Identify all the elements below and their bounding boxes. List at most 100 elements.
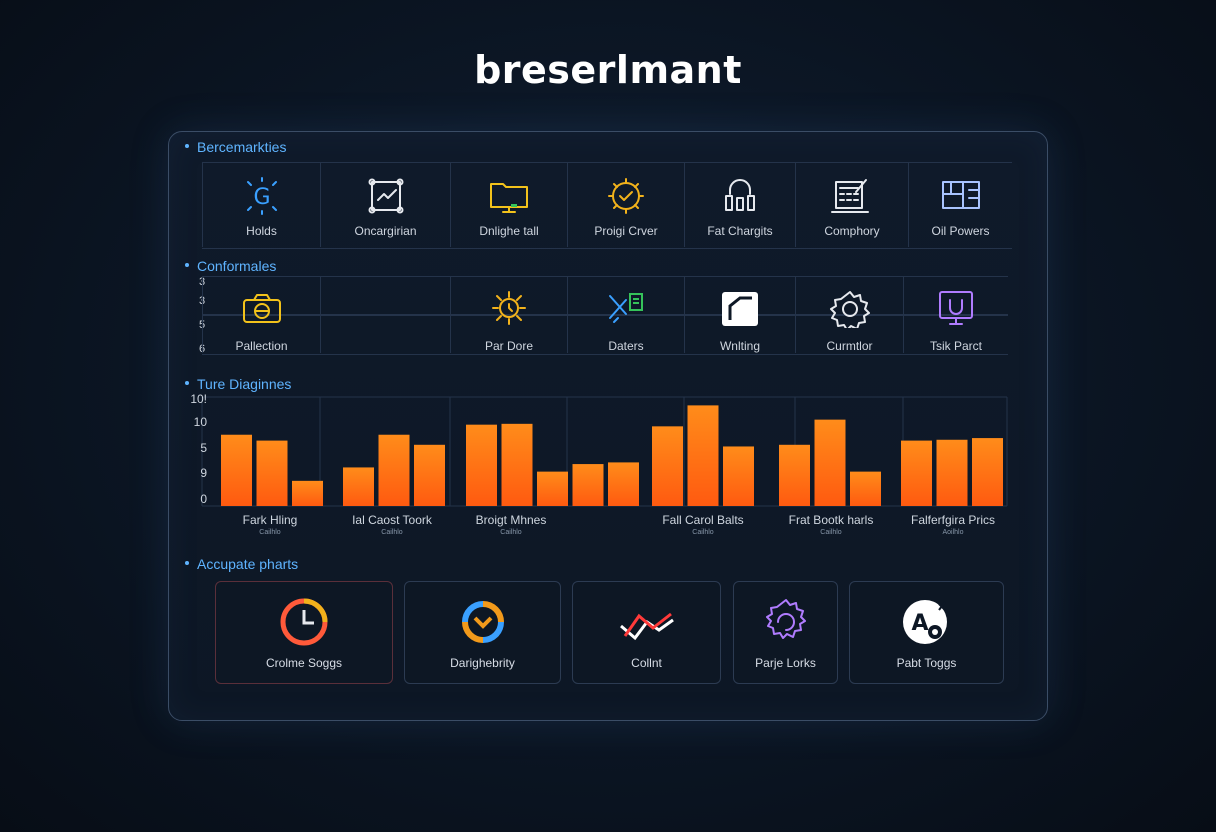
gear-check-icon xyxy=(608,178,644,214)
bar xyxy=(814,419,846,506)
x-category-sublabel: Cailhlo xyxy=(500,529,522,536)
benchmarks-icons: G Holds Oncargirian Dnlighe tall Proigi Crve… xyxy=(0,162,1216,247)
bar xyxy=(378,434,410,506)
bar xyxy=(652,426,683,506)
conformales-icons: Pallection Par Dore Daters Wnlting Curmtlor T… xyxy=(0,276,1216,353)
cell-label: Pallection xyxy=(235,339,288,353)
grid-cell[interactable]: Par Dore xyxy=(450,276,567,353)
translate-icon: A xyxy=(902,600,947,644)
gear-outline-icon xyxy=(829,291,870,328)
bar xyxy=(221,434,252,506)
x-category-label: Fark Hling xyxy=(243,513,298,527)
grid-cell[interactable]: Oncargirian xyxy=(320,162,450,247)
card-label: Darighebrity xyxy=(450,656,515,670)
section-heading-benchmarks: Bercemarkties xyxy=(185,139,286,155)
x-category-sublabel: Aoilhlo xyxy=(942,529,963,536)
bar xyxy=(537,471,568,506)
card-label: Crolme Soggs xyxy=(265,656,343,670)
grid-cell[interactable]: Pallection xyxy=(202,276,320,353)
app-title: breserlmant xyxy=(474,48,742,92)
cell-label: Curmtlor xyxy=(826,339,873,353)
bar xyxy=(256,440,288,506)
gear-spark-icon xyxy=(492,291,526,325)
bar xyxy=(343,467,374,506)
section-heading-diagnostics: Ture Diaginnes xyxy=(185,376,291,392)
x-category-sublabel: Cailhlo xyxy=(259,529,281,536)
bar xyxy=(779,444,810,506)
bar xyxy=(292,480,323,506)
monitor-u-icon xyxy=(939,291,973,325)
sync-arrows-icon xyxy=(461,601,504,643)
cell-label: Fat Chargits xyxy=(707,224,773,238)
cell-label: Oil Powers xyxy=(931,224,990,238)
x-category-sublabel: Cailhlo xyxy=(692,529,714,536)
conformales-row xyxy=(202,276,1008,355)
bar xyxy=(466,424,497,506)
grid-cell[interactable]: Fat Chargits xyxy=(684,162,795,247)
section-heading-conformales: Conformales xyxy=(185,258,276,274)
chart-card[interactable]: Collnt xyxy=(572,581,721,684)
x-category-sublabel: Cailhlo xyxy=(381,529,403,536)
grid-cell[interactable]: Curmtlor xyxy=(795,276,903,353)
cell-label: Daters xyxy=(608,339,644,353)
camera-icon xyxy=(242,294,281,323)
cell-label: Tsik Parct xyxy=(929,339,982,353)
grid-cell[interactable]: Comphory xyxy=(795,162,908,247)
grid-cell[interactable]: Wnlting xyxy=(684,276,795,353)
bar xyxy=(608,462,639,506)
gear-refresh-icon xyxy=(765,599,806,639)
calculator-pen-icon xyxy=(831,179,869,213)
cell-label: Par Dore xyxy=(484,339,534,353)
bar xyxy=(850,471,881,506)
cell-label: Wnlting xyxy=(719,339,760,353)
grid-cell[interactable]: Oil Powers xyxy=(908,162,1012,247)
bar xyxy=(687,405,719,506)
cell-label: Proigi Crver xyxy=(594,224,658,238)
bar xyxy=(501,423,533,506)
card-label: Pabt Toggs xyxy=(896,656,957,670)
svg-text:A: A xyxy=(911,611,928,636)
cell-label: Comphory xyxy=(824,224,880,238)
chart-card[interactable]: Parje Lorks xyxy=(733,581,838,684)
x-category-label: Falferfgira Prics xyxy=(911,513,995,527)
blueprint-icon xyxy=(941,181,980,209)
grid-cell[interactable]: Tsik Parct xyxy=(903,276,1008,353)
y-tick-label: 10! xyxy=(190,392,207,406)
grid-cell[interactable]: G Holds xyxy=(202,162,320,247)
cell-label: Oncargirian xyxy=(354,224,417,238)
section-heading-accurate: Accupate pharts xyxy=(185,556,298,572)
clock-ring-icon xyxy=(280,598,328,646)
grid-cell[interactable]: Dnlighe tall xyxy=(450,162,567,247)
x-category-label: Frat Bootk harls xyxy=(789,513,874,527)
conformales-grid-line xyxy=(202,314,1008,316)
x-category-label: Fall Carol Balts xyxy=(662,513,743,527)
chart-card[interactable]: A Pabt Toggs xyxy=(849,581,1004,684)
y-tick-label: 0 xyxy=(200,492,207,506)
x-category-label: Broigt Mhnes xyxy=(476,513,547,527)
y-tick-label: 9 xyxy=(200,466,207,480)
window-corner-icon xyxy=(722,292,758,326)
card-label: Collnt xyxy=(631,656,662,670)
tools-chart-icon xyxy=(609,293,643,323)
chart-card[interactable]: Darighebrity xyxy=(404,581,561,684)
benchmarks-row xyxy=(202,162,1012,249)
cell-label: Dnlighe tall xyxy=(479,224,539,238)
bar xyxy=(901,440,932,506)
bar xyxy=(936,439,968,506)
x-category-label: Ial Caost Toork xyxy=(352,513,433,527)
y-tick-label: 5 xyxy=(200,441,207,455)
y-tick-label: 10 xyxy=(194,415,208,429)
lock-bars-icon xyxy=(725,179,755,211)
chart-card[interactable]: Crolme Soggs xyxy=(215,581,393,684)
grid-cell[interactable]: Proigi Crver xyxy=(567,162,684,247)
svg-text:G: G xyxy=(253,185,270,210)
cell-label: Holds xyxy=(246,224,277,238)
bar xyxy=(572,464,604,506)
grid-cell[interactable]: Daters xyxy=(567,276,684,353)
chart-frame-icon xyxy=(368,178,403,214)
bar xyxy=(723,446,754,506)
bar xyxy=(972,438,1003,506)
x-category-sublabel: Cailhlo xyxy=(820,529,842,536)
folder-monitor-icon xyxy=(490,183,528,213)
